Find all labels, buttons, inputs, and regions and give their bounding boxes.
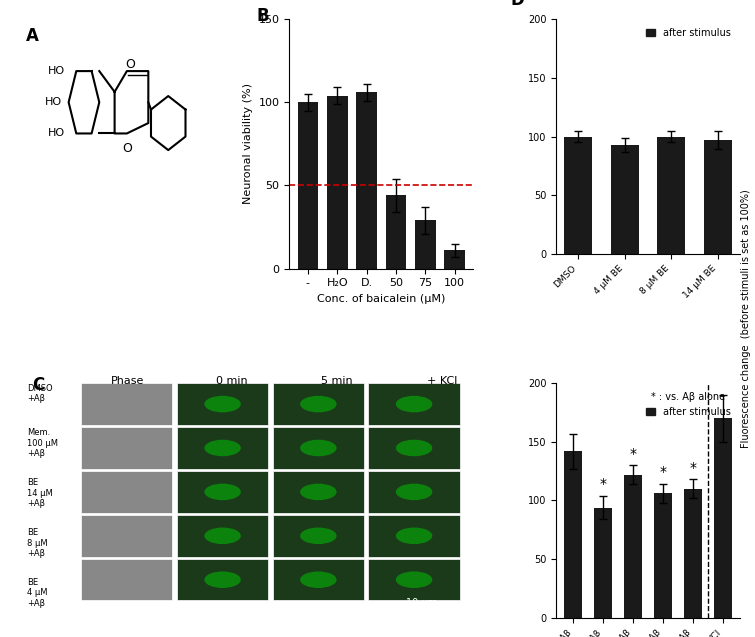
Text: 10 μm: 10 μm: [406, 598, 437, 608]
Text: BE
14 μM
+Aβ: BE 14 μM +Aβ: [27, 478, 53, 508]
Ellipse shape: [205, 571, 241, 588]
Bar: [177, 515, 268, 557]
Ellipse shape: [396, 396, 433, 412]
Bar: [445, 250, 465, 269]
Ellipse shape: [396, 527, 433, 544]
Ellipse shape: [205, 527, 241, 544]
Bar: [273, 515, 364, 557]
Bar: [177, 427, 268, 469]
Bar: [368, 515, 460, 557]
Bar: [624, 475, 642, 618]
Bar: [82, 559, 172, 601]
Text: *: *: [659, 466, 667, 480]
Text: *: *: [599, 477, 607, 491]
Bar: [654, 494, 672, 618]
Ellipse shape: [300, 571, 337, 588]
Bar: [82, 471, 172, 513]
Bar: [273, 427, 364, 469]
Text: Fluorescence change  (before stimuli is set as 100%): Fluorescence change (before stimuli is s…: [741, 189, 751, 448]
Bar: [82, 383, 172, 425]
Ellipse shape: [396, 483, 433, 500]
Text: *: *: [630, 447, 636, 461]
X-axis label: Conc. of baicalein (μM): Conc. of baicalein (μM): [317, 294, 445, 304]
Ellipse shape: [300, 396, 337, 412]
Bar: [177, 383, 268, 425]
Ellipse shape: [300, 440, 337, 456]
Text: *: *: [689, 461, 696, 475]
Ellipse shape: [396, 440, 433, 456]
Bar: [564, 451, 582, 618]
Bar: [415, 220, 436, 269]
Text: C: C: [32, 376, 44, 394]
Ellipse shape: [205, 483, 241, 500]
Text: + KCl: + KCl: [427, 376, 457, 386]
Bar: [368, 427, 460, 469]
Text: Phase: Phase: [111, 376, 144, 386]
Bar: [82, 515, 172, 557]
Text: 0 min: 0 min: [217, 376, 248, 386]
Bar: [368, 471, 460, 513]
Y-axis label: Neuronal viability (%): Neuronal viability (%): [243, 83, 253, 204]
Ellipse shape: [300, 527, 337, 544]
Text: B: B: [256, 6, 269, 25]
Text: O: O: [125, 59, 135, 71]
Ellipse shape: [396, 571, 433, 588]
Text: HO: HO: [48, 129, 65, 138]
Bar: [368, 383, 460, 425]
Ellipse shape: [205, 440, 241, 456]
Text: HO: HO: [48, 66, 65, 76]
Legend: after stimulus: after stimulus: [642, 24, 735, 42]
Bar: [273, 559, 364, 601]
Bar: [713, 419, 732, 618]
Bar: [82, 427, 172, 469]
Text: HO: HO: [45, 97, 62, 107]
Bar: [704, 140, 732, 254]
Bar: [368, 559, 460, 601]
Bar: [564, 136, 592, 254]
Bar: [177, 559, 268, 601]
Bar: [611, 145, 639, 254]
Bar: [327, 96, 347, 269]
Text: 5 min: 5 min: [321, 376, 353, 386]
Bar: [658, 136, 685, 254]
Text: DMSO
+Aβ: DMSO +Aβ: [27, 383, 53, 403]
Text: Mem.
100 μM
+Aβ: Mem. 100 μM +Aβ: [27, 428, 58, 458]
Text: O: O: [122, 141, 132, 155]
Bar: [297, 103, 318, 269]
Text: D: D: [510, 0, 524, 9]
Bar: [177, 471, 268, 513]
Ellipse shape: [300, 483, 337, 500]
Ellipse shape: [205, 396, 241, 412]
Text: BE
4 μM
+Aβ: BE 4 μM +Aβ: [27, 578, 48, 608]
Bar: [684, 489, 701, 618]
Text: BE
8 μM
+Aβ: BE 8 μM +Aβ: [27, 528, 48, 558]
Text: A: A: [26, 27, 39, 45]
Bar: [356, 92, 377, 269]
Bar: [273, 471, 364, 513]
Bar: [386, 196, 406, 269]
Bar: [594, 508, 612, 618]
Bar: [273, 383, 364, 425]
Legend: after stimulus: after stimulus: [642, 388, 735, 420]
